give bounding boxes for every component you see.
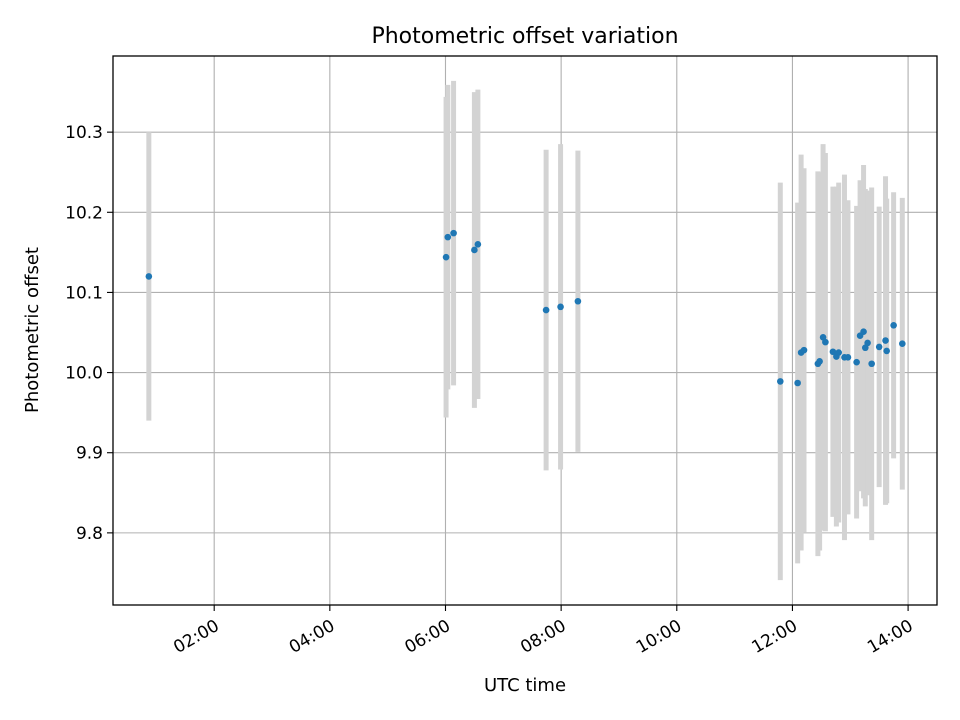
data-point [542,306,550,314]
y-tick-label: 10.2 [65,203,103,223]
data-point [835,349,842,356]
data-point [860,328,867,336]
data-point [776,378,784,385]
data-point [875,343,883,351]
chart-title: Photometric offset variation [371,24,678,49]
data-point [882,337,889,344]
data-point [890,321,897,329]
data-point [145,273,153,280]
y-tick-label: 10.1 [65,283,103,303]
data-point [853,358,860,366]
y-axis-label: Photometric offset [22,247,43,413]
data-point [794,379,801,387]
data-point [800,346,808,354]
data-point [816,358,823,365]
y-tick-label: 9.9 [76,444,103,464]
x-axis-label: UTC time [484,675,566,696]
data-point [899,340,906,348]
data-point [557,303,564,311]
data-point [442,253,450,261]
data-point [822,338,829,346]
y-tick-label: 9.8 [76,524,103,544]
data-point [574,297,582,305]
data-point [471,246,478,254]
plot-frame [112,55,938,606]
data-point [444,233,452,241]
y-tick-label: 10.0 [65,364,103,384]
y-tick-label: 10.3 [65,123,103,143]
data-point [844,354,852,361]
data-point [829,348,837,356]
data-point [883,347,890,355]
data-point [474,241,482,248]
data-point [868,360,875,368]
data-points [145,229,906,387]
data-point [450,229,457,237]
data-point [864,339,871,347]
